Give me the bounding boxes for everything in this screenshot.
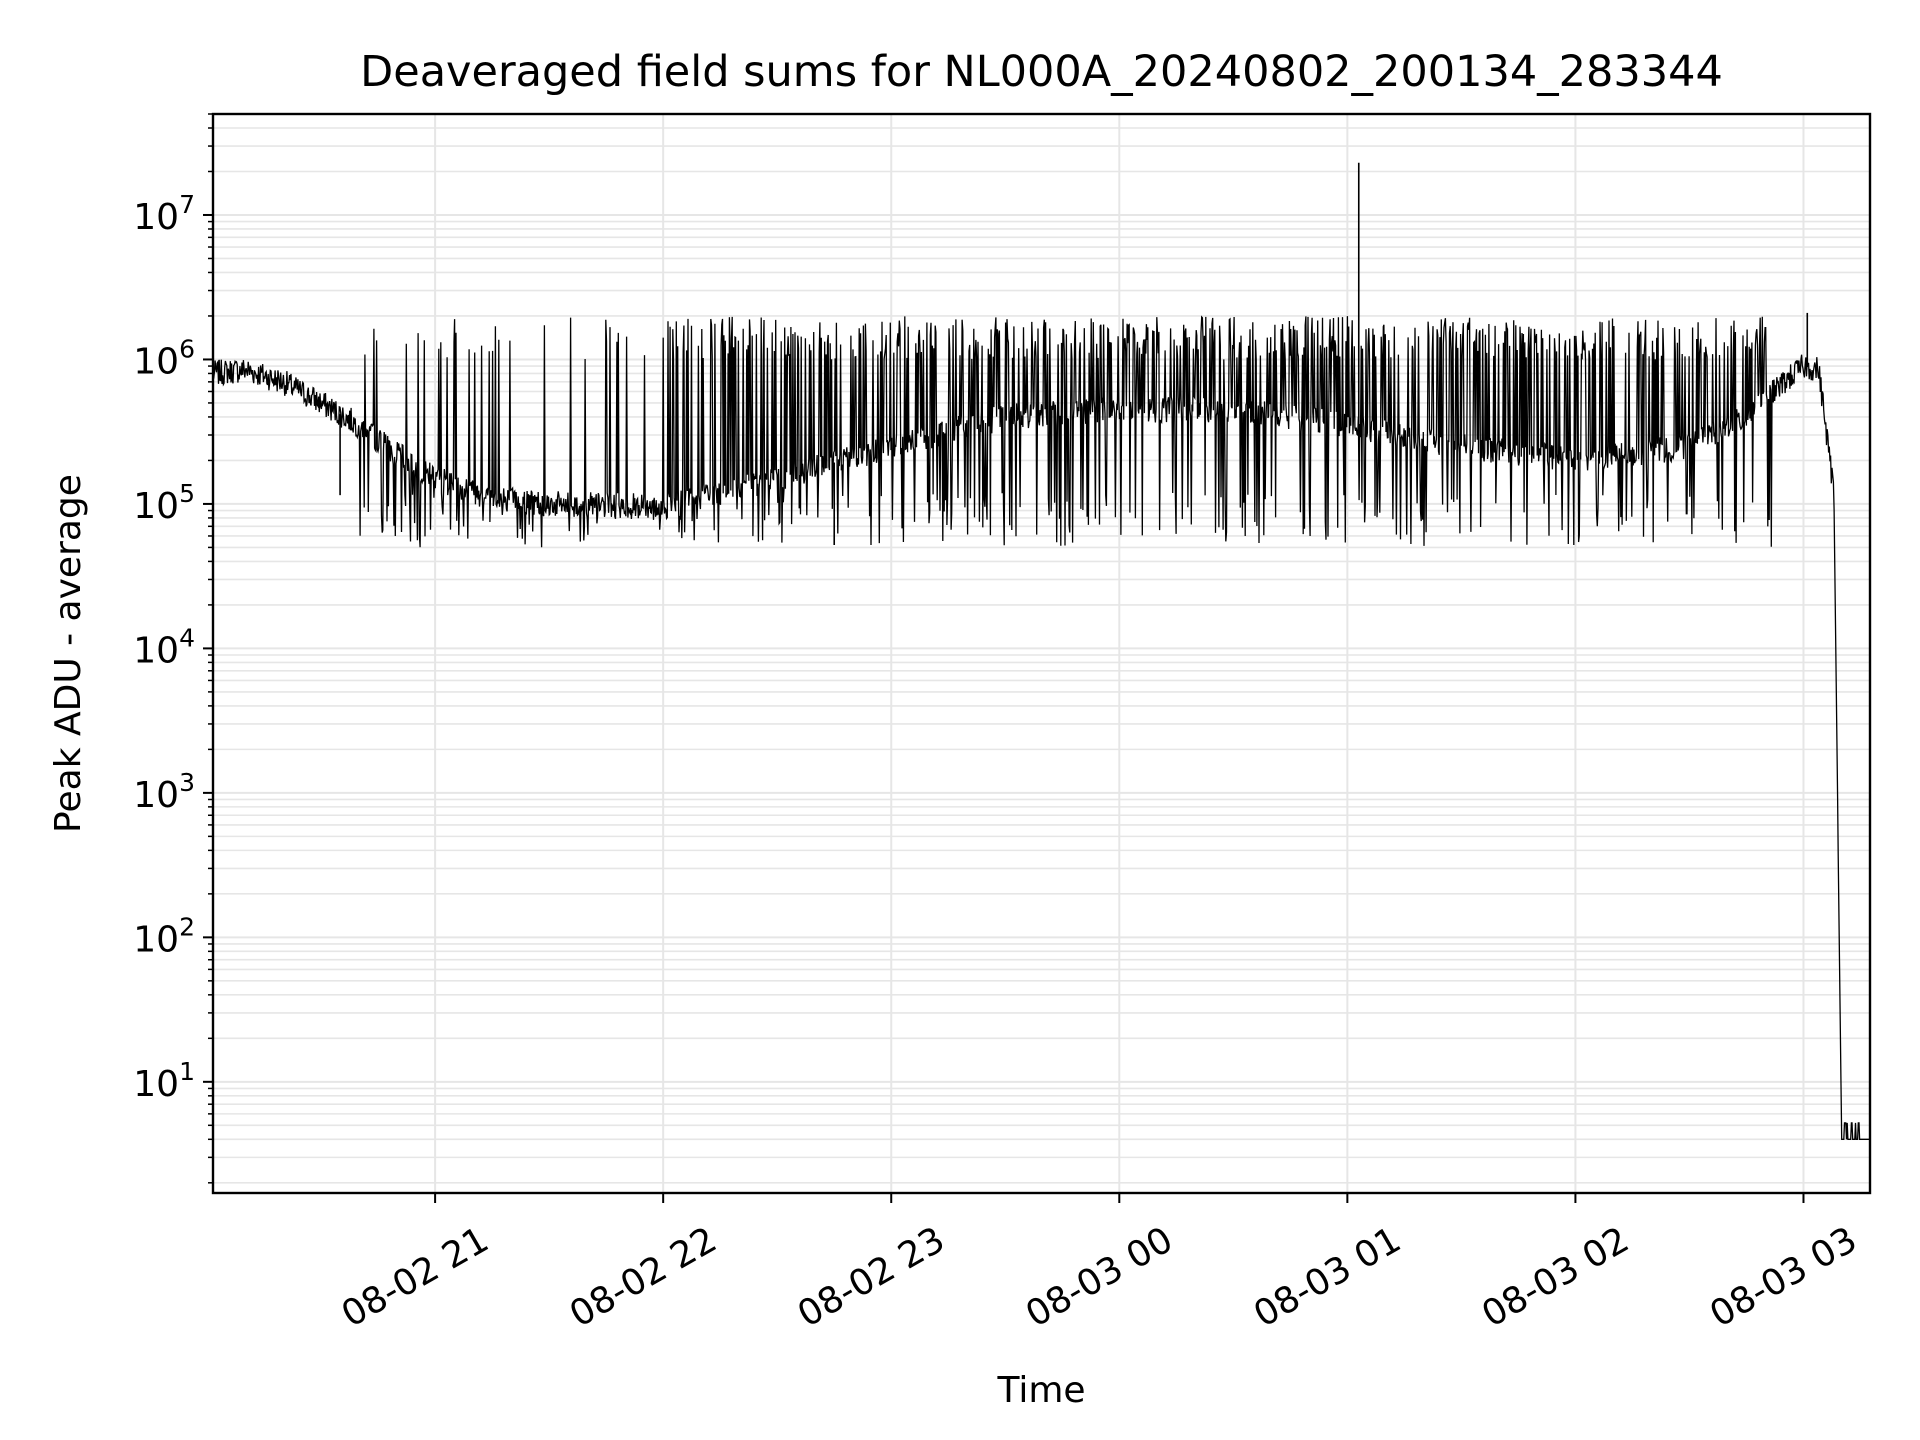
x-tick-label: 08-02 23 (791, 1219, 952, 1335)
x-axis-label: Time (996, 1370, 1085, 1411)
x-tick-label: 08-03 01 (1247, 1219, 1408, 1335)
chart-title: Deaveraged field sums for NL000A_2024080… (360, 47, 1723, 97)
y-tick-base: 10 (133, 1064, 179, 1105)
y-tick-exponent: 6 (179, 334, 195, 363)
data-series-line (212, 315, 1870, 1140)
y-tick-exponent: 4 (179, 623, 195, 652)
y-tick-exponent: 3 (179, 768, 195, 797)
axes-frame (211, 112, 1872, 1195)
y-tick-label: 107 (133, 190, 195, 238)
y-tick-exponent: 7 (179, 190, 195, 219)
y-tick-base: 10 (133, 197, 179, 238)
y-tick-base: 10 (133, 486, 179, 527)
y-tick-base: 10 (133, 341, 179, 382)
y-tick-label: 103 (133, 768, 195, 816)
x-tick-label: 08-03 02 (1475, 1219, 1636, 1335)
x-tick-label: 08-02 22 (563, 1219, 724, 1335)
y-tick-exponent: 5 (179, 479, 195, 508)
y-tick-label: 105 (133, 479, 195, 527)
x-tick-label: 08-02 21 (335, 1219, 496, 1335)
y-tick-label: 102 (133, 912, 195, 960)
y-tick-base: 10 (133, 919, 179, 960)
y-tick-base: 10 (133, 630, 179, 671)
grid (213, 113, 1870, 1193)
y-tick-label: 104 (133, 623, 195, 671)
y-tick-label: 106 (133, 334, 195, 382)
x-tick-label: 08-03 03 (1703, 1219, 1864, 1335)
x-tick-label: 08-03 00 (1019, 1219, 1180, 1335)
y-tick-label: 101 (133, 1057, 195, 1105)
plot-area (212, 162, 1870, 1140)
y-axis-label: Peak ADU - average (48, 474, 89, 833)
y-tick-base: 10 (133, 775, 179, 816)
y-tick-exponent: 1 (179, 1057, 195, 1086)
y-tick-exponent: 2 (179, 912, 195, 941)
